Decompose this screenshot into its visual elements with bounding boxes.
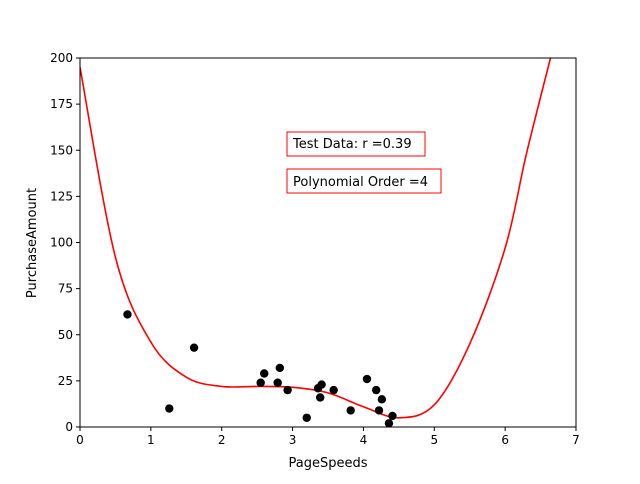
polynomial-fit-line [80, 58, 552, 419]
y-tick-label: 0 [65, 420, 73, 434]
annotation-polynomial-order: Polynomial Order =4 [286, 168, 442, 194]
data-point [329, 385, 338, 395]
y-axis-ticks: 0 25 50 75 100 125 150 175 200 [50, 51, 80, 434]
y-tick-label: 175 [50, 97, 73, 111]
y-tick-label: 150 [50, 143, 73, 157]
x-axis-label: PageSpeeds [289, 456, 368, 471]
x-tick-label: 3 [289, 433, 297, 447]
annotation-test-data: Test Data: r =0.39 [286, 131, 426, 157]
data-point [165, 404, 174, 413]
data-point [388, 411, 397, 421]
x-tick-label: 1 [147, 433, 155, 447]
data-point [283, 385, 292, 395]
annotation-box [286, 168, 442, 194]
data-point [189, 343, 199, 352]
data-point [374, 406, 384, 415]
y-tick-label: 25 [58, 374, 73, 388]
data-point [302, 413, 311, 422]
data-point [377, 395, 387, 404]
data-point [362, 374, 372, 384]
plot-background [80, 58, 576, 427]
annotation-text: Polynomial Order =4 [293, 175, 428, 190]
y-tick-label: 50 [58, 328, 73, 342]
y-tick-label: 75 [58, 282, 73, 296]
data-point [371, 385, 381, 395]
data-point [316, 393, 325, 402]
fit-curve-layer [80, 58, 552, 419]
x-axis-ticks: 0 1 2 3 4 5 6 7 [76, 427, 580, 447]
x-tick-label: 7 [572, 433, 580, 447]
data-point [346, 406, 355, 415]
data-point [384, 419, 394, 428]
data-point [256, 378, 265, 387]
data-point [273, 378, 282, 387]
x-tick-label: 5 [430, 433, 438, 447]
x-tick-label: 0 [76, 433, 84, 447]
scatter-points-layer [123, 310, 397, 428]
annotation-box [286, 131, 426, 157]
x-tick-label: 4 [360, 433, 368, 447]
y-tick-label: 200 [50, 51, 73, 65]
y-tick-label: 125 [50, 189, 73, 203]
x-tick-label: 6 [501, 433, 509, 447]
y-axis-label: PurchaseAmount [25, 188, 40, 298]
data-point [260, 369, 269, 378]
data-point [123, 310, 132, 319]
data-point [275, 363, 285, 373]
annotation-text: Test Data: r =0.39 [292, 137, 412, 152]
x-tick-label: 2 [218, 433, 226, 447]
data-point [317, 380, 326, 389]
y-tick-label: 100 [50, 236, 73, 250]
